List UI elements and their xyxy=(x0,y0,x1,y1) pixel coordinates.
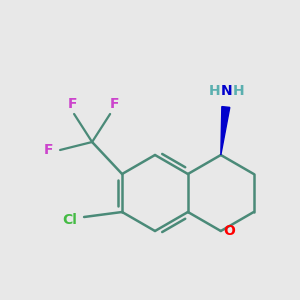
Text: H: H xyxy=(209,84,220,98)
Polygon shape xyxy=(221,106,230,155)
Text: H: H xyxy=(233,84,244,98)
Text: F: F xyxy=(43,143,53,157)
Text: F: F xyxy=(67,97,77,111)
Text: O: O xyxy=(223,224,235,238)
Text: Cl: Cl xyxy=(63,213,77,227)
Text: F: F xyxy=(109,97,119,111)
Text: N: N xyxy=(221,84,232,98)
